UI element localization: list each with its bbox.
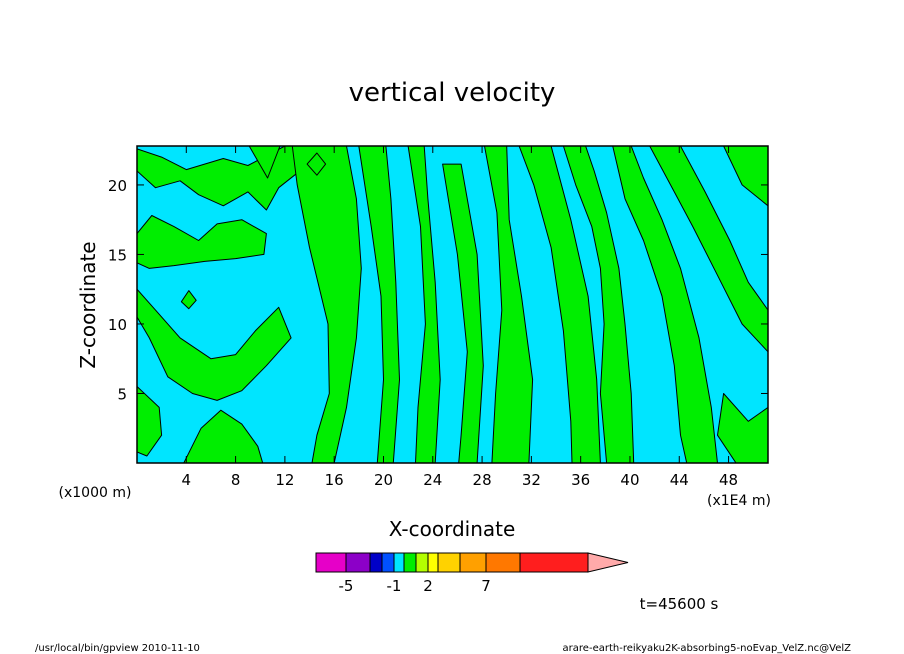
colorbar-swatch-7 — [427, 552, 439, 573]
positive-band-4 — [183, 409, 264, 463]
x-tick-label: 4 — [182, 471, 192, 489]
colorbar-arrow — [587, 552, 629, 573]
positive-band-5 — [291, 146, 362, 463]
colorbar-swatch-1 — [345, 552, 371, 573]
colorbar-label: -1 — [387, 577, 402, 595]
chart-title: vertical velocity — [349, 78, 556, 108]
positive-band-17 — [180, 290, 197, 310]
positive-band-7 — [407, 146, 441, 463]
positive-band-15 — [717, 393, 768, 463]
x-tick-label: 20 — [374, 471, 393, 489]
x-tick-label: 12 — [275, 471, 294, 489]
y-tick-label: 15 — [108, 246, 127, 264]
x-tick-label: 8 — [231, 471, 241, 489]
x-axis-ticks: 4 8 12 16 20 24 28 32 36 40 44 48 — [182, 146, 738, 489]
colorbar — [315, 552, 629, 573]
footer-left: /usr/local/bin/gpview 2010-11-10 — [35, 643, 200, 654]
positive-band-11 — [562, 146, 635, 463]
colorbar-swatch-5 — [403, 552, 417, 573]
colorbar-swatch-3 — [381, 552, 395, 573]
x-tick-label: 36 — [571, 471, 590, 489]
plot-area — [136, 145, 769, 464]
positive-band-18 — [306, 152, 327, 176]
colorbar-swatch-0 — [315, 552, 347, 573]
time-label: t=45600 s — [640, 595, 719, 613]
colorbar-swatch-10 — [485, 552, 521, 573]
x-tick-label: 16 — [325, 471, 344, 489]
positive-velocity-bands — [137, 146, 768, 463]
footer-right: arare-earth-reikyaku2K-absorbing5-noEvap… — [563, 643, 852, 654]
x-tick-label: 32 — [522, 471, 541, 489]
positive-band-16 — [248, 146, 281, 179]
positive-band-12 — [612, 146, 718, 463]
colorbar-labels: -5 -1 2 7 — [339, 577, 491, 595]
colorbar-label: -5 — [339, 577, 354, 595]
x-scale-note: (x1E4 m) — [707, 493, 771, 509]
positive-band-9 — [484, 146, 534, 463]
colorbar-swatch-8 — [437, 552, 461, 573]
y-tick-label: 20 — [108, 177, 127, 195]
colorbar-swatch-6 — [415, 552, 429, 573]
positive-band-8 — [442, 163, 484, 463]
colorbar-swatch-4 — [393, 552, 405, 573]
y-axis-ticks: 5 10 15 20 — [108, 177, 768, 403]
positive-band-6 — [358, 146, 400, 463]
y-axis-label: Z-coordinate — [76, 241, 100, 368]
colorbar-label: 2 — [423, 577, 433, 595]
positive-band-0 — [137, 215, 267, 269]
x-axis-label: X-coordinate — [389, 517, 516, 541]
x-unit-note: (x1000 m) — [59, 485, 132, 501]
colorbar-swatch-2 — [369, 552, 383, 573]
positive-band-10 — [518, 146, 601, 463]
positive-band-3 — [137, 386, 163, 457]
x-tick-label: 48 — [719, 471, 738, 489]
y-tick-label: 10 — [108, 316, 127, 334]
colorbar-swatch-9 — [459, 552, 487, 573]
colorbar-swatch-11 — [519, 552, 589, 573]
x-tick-label: 44 — [670, 471, 689, 489]
positive-band-13 — [649, 146, 768, 353]
positive-band-2 — [137, 288, 292, 401]
y-tick-label: 5 — [117, 385, 127, 403]
x-tick-label: 28 — [473, 471, 492, 489]
plot-frame — [136, 145, 769, 464]
x-tick-label: 24 — [423, 471, 442, 489]
colorbar-label: 7 — [481, 577, 491, 595]
positive-band-14 — [723, 146, 768, 207]
x-tick-label: 40 — [620, 471, 639, 489]
